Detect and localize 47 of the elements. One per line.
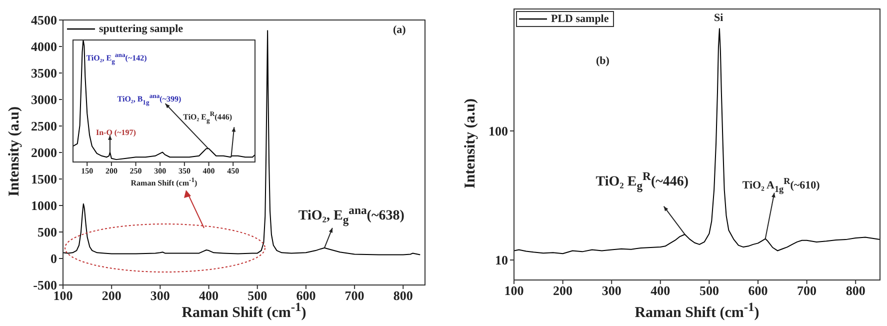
x-tick-label: 200 <box>553 283 573 298</box>
x-axis-title: Raman Shift (cm$^{-1}$) <box>634 300 760 322</box>
annotation: TiO₂ E$_{g}$$^{R}$(446) <box>183 111 232 126</box>
x-tick-label: 600 <box>748 283 768 298</box>
y-tick-label: 3000 <box>31 92 57 108</box>
annotation: In-O (~197) <box>96 128 136 138</box>
x-tick-label: 300 <box>154 166 166 176</box>
y-tick-label: 2000 <box>31 145 57 160</box>
x-tick-label: 200 <box>105 166 118 176</box>
annotation: (b) <box>596 55 610 68</box>
y-tick-label: 3500 <box>31 66 57 81</box>
y-tick-label: 1000 <box>31 198 57 214</box>
x-tick-label: 400 <box>202 166 215 176</box>
x-tick-label: 700 <box>797 283 817 298</box>
line-series <box>514 28 880 254</box>
annotation: Si <box>714 12 724 26</box>
legend-label: sputtering sample <box>99 22 184 36</box>
x-tick-label: 350 <box>178 166 190 176</box>
y-tick-label: 500 <box>38 224 57 240</box>
x-axis-title: Raman Shift (cm$^{-1}$) <box>130 177 198 188</box>
x-tick-label: 150 <box>81 166 94 176</box>
x-tick-label: 250 <box>130 166 142 176</box>
annotation: TiO₂, B$_{1g}$$^{ana}$(~399) <box>117 92 182 107</box>
y-tick-label: 4500 <box>31 12 57 28</box>
legend-label: PLD sample <box>551 12 609 26</box>
y-axis-title: Intensity (a.u) <box>6 105 24 198</box>
x-tick-label: 300 <box>150 288 170 304</box>
annotation: TiO₂, E$_{g}$$^{ana}$(~638) <box>298 204 404 228</box>
x-tick-label: 100 <box>504 283 524 298</box>
annotation: TiO₂, E$_{g}$$^{ana}$(~142) <box>86 52 147 66</box>
x-tick-label: 450 <box>227 166 240 176</box>
y-tick-label: 1500 <box>31 172 57 187</box>
x-tick-label: 300 <box>602 283 622 298</box>
y-tick-label: 2500 <box>31 118 57 134</box>
y-tick-label: 4000 <box>31 39 57 54</box>
annotation: (a) <box>393 24 406 38</box>
x-tick-label: 500 <box>699 283 719 298</box>
annotation: TiO₂ A$_{1g}$$^{R}$(~610) <box>742 176 820 195</box>
x-tick-label: 700 <box>344 288 364 304</box>
x-tick-label: 400 <box>650 283 670 298</box>
x-tick-label: 800 <box>393 288 413 304</box>
y-tick-label: 0 <box>50 251 57 266</box>
x-tick-label: 800 <box>846 283 866 298</box>
x-tick-label: 200 <box>102 288 122 304</box>
y-axis-title: Intensity (a.u) <box>462 97 480 190</box>
annotation: TiO₂ E$_{g}$$^{R}$(~446) <box>596 170 689 194</box>
y-tick-label: 10 <box>495 252 508 268</box>
